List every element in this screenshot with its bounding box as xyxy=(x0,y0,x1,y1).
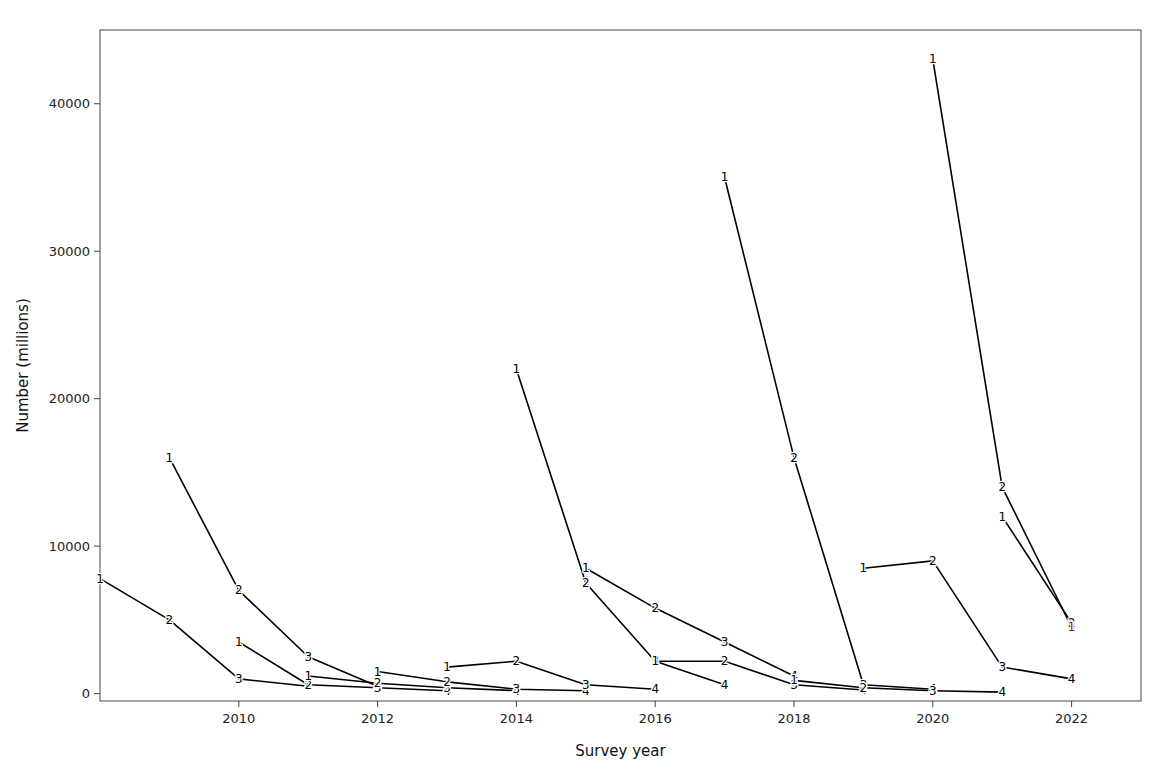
cohort-line xyxy=(516,369,724,685)
age-label: 1 xyxy=(651,654,659,668)
x-tick-label: 2010 xyxy=(222,711,255,726)
y-tick xyxy=(94,103,100,104)
cohort-line xyxy=(725,177,933,689)
x-tick-label: 2018 xyxy=(777,711,810,726)
age-label: 1 xyxy=(235,635,243,649)
chart: 2010 2012 2014 2016 2018 2020 2022 0 10000 20000 3… xyxy=(0,0,1171,781)
age-label: 1 xyxy=(96,572,104,586)
cohort-line xyxy=(586,568,794,676)
y-tick-label: 40000 xyxy=(49,96,90,111)
y-tick-label: 0 xyxy=(82,686,90,701)
cohort-line xyxy=(239,642,447,691)
age-label: 1 xyxy=(166,451,174,465)
age-label: 2 xyxy=(443,675,451,689)
cohort-line xyxy=(794,680,1002,692)
x-tick xyxy=(794,701,795,707)
age-label: 4 xyxy=(998,685,1006,699)
age-label: 3 xyxy=(582,678,590,692)
chart-container: 2010 2012 2014 2016 2018 2020 2022 0 10000 20000 3… xyxy=(0,0,1171,781)
age-label: 2 xyxy=(929,554,937,568)
age-label: 3 xyxy=(998,660,1006,674)
y-tick xyxy=(94,398,100,399)
age-label: 3 xyxy=(235,672,243,686)
age-label: 1 xyxy=(374,665,382,679)
cohort-line xyxy=(863,561,1071,679)
cohort-line xyxy=(308,676,516,691)
y-tick-label: 10000 xyxy=(49,539,90,554)
y-tick-label: 30000 xyxy=(49,244,90,259)
age-label: 2 xyxy=(651,601,659,615)
age-label: 1 xyxy=(998,510,1006,524)
x-tick xyxy=(655,701,656,707)
cohort-line xyxy=(1002,517,1071,623)
age-label: 3 xyxy=(304,650,312,664)
age-label: 2 xyxy=(790,451,798,465)
point-labels: 1234123412341234123412341234123412341234… xyxy=(96,52,1075,699)
x-tick-label: 2020 xyxy=(916,711,949,726)
y-tick xyxy=(94,546,100,547)
age-label: 2 xyxy=(582,576,590,590)
age-label: 1 xyxy=(721,170,729,184)
x-tick xyxy=(377,701,378,707)
x-tick-label: 2022 xyxy=(1055,711,1088,726)
age-label: 2 xyxy=(166,613,174,627)
x-tick xyxy=(932,701,933,707)
age-label: 1 xyxy=(443,660,451,674)
cohort-line xyxy=(447,661,655,689)
age-label: 2 xyxy=(513,654,521,668)
age-label: 3 xyxy=(929,684,937,698)
age-label: 1 xyxy=(929,52,937,66)
age-label: 4 xyxy=(721,678,729,692)
age-label: 1 xyxy=(860,561,868,575)
age-label: 2 xyxy=(235,583,243,597)
x-tick xyxy=(238,701,239,707)
age-label: 1 xyxy=(513,362,521,376)
x-axis-label: Survey year xyxy=(575,742,666,760)
axes: 2010 2012 2014 2016 2018 2020 2022 0 10000 20000 3… xyxy=(49,96,1089,726)
y-tick xyxy=(94,251,100,252)
x-tick-label: 2014 xyxy=(500,711,533,726)
age-label: 3 xyxy=(513,682,521,696)
age-label: 2 xyxy=(721,654,729,668)
age-label: 3 xyxy=(1068,620,1076,634)
age-label: 1 xyxy=(790,673,798,687)
lines xyxy=(100,59,1072,692)
age-label: 1 xyxy=(1068,620,1076,634)
x-tick xyxy=(516,701,517,707)
y-tick xyxy=(94,693,100,694)
x-tick-label: 2016 xyxy=(639,711,672,726)
age-label: 2 xyxy=(860,681,868,695)
age-label: 3 xyxy=(651,654,659,668)
age-label: 3 xyxy=(721,635,729,649)
x-tick-label: 2012 xyxy=(361,711,394,726)
age-label: 2 xyxy=(998,480,1006,494)
age-label: 4 xyxy=(651,682,659,696)
cohort-line xyxy=(100,579,308,687)
plot-frame xyxy=(100,30,1141,701)
x-tick xyxy=(1071,701,1072,707)
cohort-line xyxy=(933,59,1072,627)
y-axis-label: Number (millions) xyxy=(14,298,32,433)
age-label: 1 xyxy=(582,561,590,575)
age-label: 4 xyxy=(1068,672,1076,686)
cohort-line xyxy=(169,458,377,687)
age-label: 1 xyxy=(304,669,312,683)
y-tick-label: 20000 xyxy=(49,391,90,406)
cohort-line xyxy=(655,661,863,690)
